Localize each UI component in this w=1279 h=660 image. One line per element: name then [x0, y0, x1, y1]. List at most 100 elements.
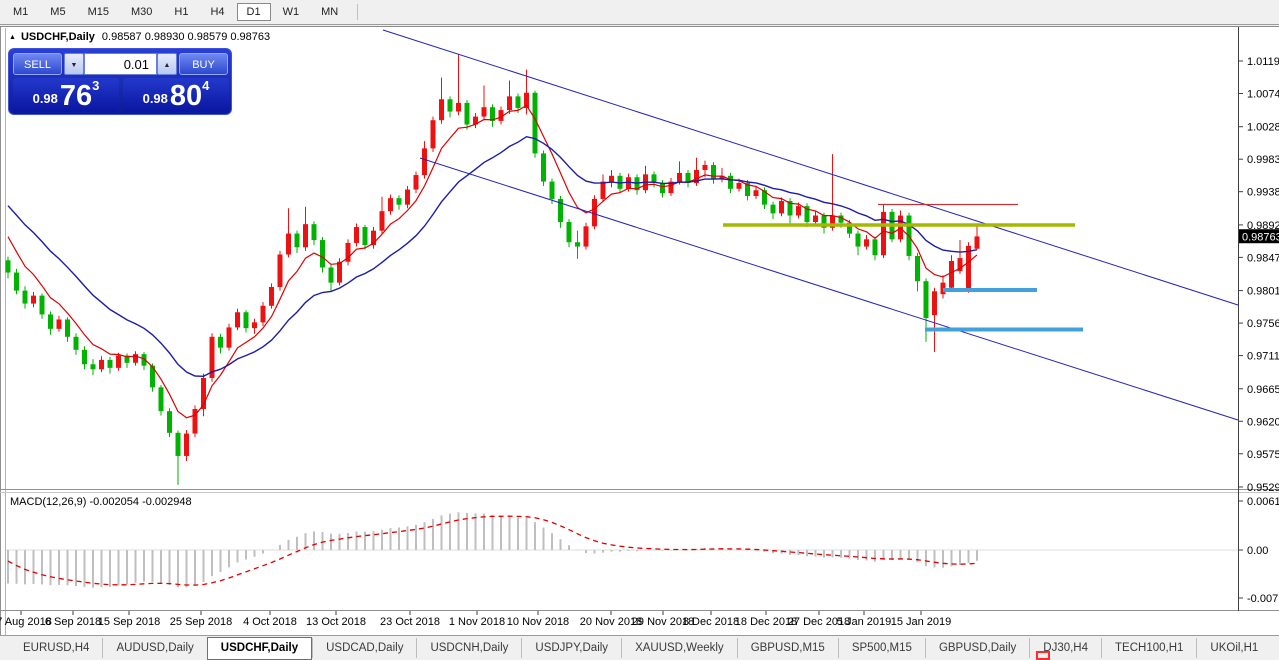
date-axis-label: 25 Sep 2018 — [170, 616, 232, 628]
volume-increase-button[interactable]: ▲ — [157, 53, 177, 75]
collapse-icon[interactable]: ▲ — [9, 33, 16, 41]
candle-bear — [218, 336, 223, 348]
buy-price-pip: 4 — [202, 78, 210, 93]
candle-bear — [328, 267, 334, 283]
candle-bear — [872, 239, 878, 256]
date-axis-label: 8 Dec 2018 — [683, 616, 739, 628]
chart-tab-audusd-daily[interactable]: AUDUSD,Daily — [102, 638, 206, 658]
candle-bear — [243, 312, 249, 329]
candle-bull — [99, 359, 104, 370]
candle-bull — [192, 409, 198, 434]
chart-ohlc-values: 0.98587 0.98930 0.98579 0.98763 — [101, 31, 271, 43]
date-axis-label: 27 Dec 2018 — [788, 616, 850, 628]
candle-bull — [252, 322, 257, 329]
candle-bull — [753, 190, 759, 197]
buy-price-button[interactable]: 0.98 80 4 — [123, 78, 229, 112]
volume-decrease-button[interactable]: ▼ — [64, 53, 84, 75]
candle-bear — [447, 99, 453, 112]
candle-bull — [524, 92, 529, 108]
candle-bear — [770, 204, 776, 214]
ma-slow-line — [7, 135, 978, 378]
candle-bear — [107, 359, 113, 368]
timeframe-button-M30[interactable]: M30 — [130, 6, 153, 18]
candle-bear — [558, 198, 563, 223]
chart-tabbar: EURUSD,H4 AUDUSD,Daily USDCHF,Daily USDCAD,… — [0, 636, 1279, 660]
date-axis-label: 20 Nov 2018 — [580, 616, 642, 628]
timeframe-button-M1[interactable]: M1 — [13, 6, 29, 18]
tabs-scroll-left-icon[interactable]: ◄ — [1271, 643, 1279, 653]
candle-bull — [269, 286, 274, 306]
candle-bull — [507, 96, 512, 111]
sell-button[interactable]: SELL — [13, 53, 62, 75]
candle-bear — [532, 92, 538, 154]
timeframe-button-M15[interactable]: M15 — [87, 6, 109, 18]
chart-tab-ukoil-h1[interactable]: UKOil,H1 — [1196, 638, 1271, 658]
candle-bear — [48, 314, 53, 329]
candle-bear — [464, 102, 470, 125]
date-axis-label: 4 Oct 2018 — [243, 616, 297, 628]
timeframe-button-W1[interactable]: W1 — [282, 6, 300, 18]
candle-bull — [592, 198, 597, 227]
candle-bear — [320, 240, 325, 268]
channel-lower-trendline — [419, 157, 1239, 421]
candle-bear — [311, 224, 317, 241]
one-click-trading-panel: SELL ▼ 0.01 ▲ BUY 0.98 76 3 0.98 80 4 — [8, 48, 232, 115]
sell-price-big: 76 — [59, 80, 93, 112]
chart-tab-usdcnh-daily[interactable]: USDCNH,Daily — [416, 638, 521, 658]
chart-tab-usdchf-daily[interactable]: USDCHF,Daily — [206, 636, 313, 660]
date-axis-label: 18 Dec 2018 — [735, 616, 797, 628]
candle-bear — [294, 233, 300, 248]
volume-input[interactable]: 0.01 — [84, 53, 157, 75]
candle-bull — [966, 245, 971, 291]
timeframe-button-D1[interactable]: D1 — [236, 3, 271, 21]
chart-symbol-label: USDCHF,Daily — [20, 31, 95, 43]
chart-tab-tech100-h1[interactable]: TECH100,H1 — [1101, 638, 1196, 658]
candle-bear — [175, 432, 181, 456]
candle-bear — [847, 222, 852, 234]
candle-bear — [728, 175, 733, 189]
chart-tab-gbpusd-daily[interactable]: GBPUSD,Daily — [924, 638, 1029, 658]
candle-bull — [898, 215, 903, 240]
chart-tab-dj30-h4[interactable]: DJ30,H4 — [1029, 638, 1101, 658]
timeframe-button-H1[interactable]: H1 — [174, 6, 189, 18]
timeframe-button-M5[interactable]: M5 — [50, 6, 66, 18]
candle-bear — [515, 96, 521, 108]
candle-bear — [787, 201, 793, 216]
timeframe-button-MN[interactable]: MN — [321, 6, 339, 18]
chart-tab-xauusd-weekly[interactable]: XAUUSD,Weekly — [621, 638, 737, 658]
chart-tab-gbpusd-m15[interactable]: GBPUSD,M15 — [736, 638, 838, 658]
chevron-down-icon: ▼ — [70, 62, 78, 69]
timeframe-toolbar: M1 M5 M15 M30 H1 H4 D1 W1 MN — [0, 0, 1279, 25]
candle-bull — [133, 354, 138, 363]
sell-price-button[interactable]: 0.98 76 3 — [13, 78, 119, 112]
chart-tab-usdcad-daily[interactable]: USDCAD,Daily — [312, 638, 416, 658]
candle-bear — [660, 183, 665, 194]
candle-bull — [201, 377, 206, 410]
chart-tab-usdjpy-daily[interactable]: USDJPY,Daily — [521, 638, 621, 658]
candle-bull — [354, 227, 359, 243]
candle-bear — [711, 164, 716, 180]
candle-bull — [235, 312, 240, 328]
chart-tab-sp500-m15[interactable]: SP500,M15 — [837, 638, 925, 658]
candle-bull — [473, 116, 478, 125]
timeframe-button-H4[interactable]: H4 — [210, 6, 225, 18]
candle-bear — [362, 227, 368, 246]
candle-bear — [5, 260, 11, 273]
candle-bull — [583, 226, 589, 247]
candle-bull — [379, 211, 385, 231]
toolbar-divider — [357, 4, 359, 20]
buy-button[interactable]: BUY — [179, 53, 228, 75]
candle-bull — [719, 175, 725, 180]
date-axis-label: 15 Jan 2019 — [891, 616, 952, 628]
macd-indicator-label: MACD(12,26,9) -0.002054 -0.002948 — [10, 496, 192, 508]
candle-bull — [209, 336, 215, 378]
chart-tab-eurusd-h4[interactable]: EURUSD,H4 — [23, 642, 90, 654]
